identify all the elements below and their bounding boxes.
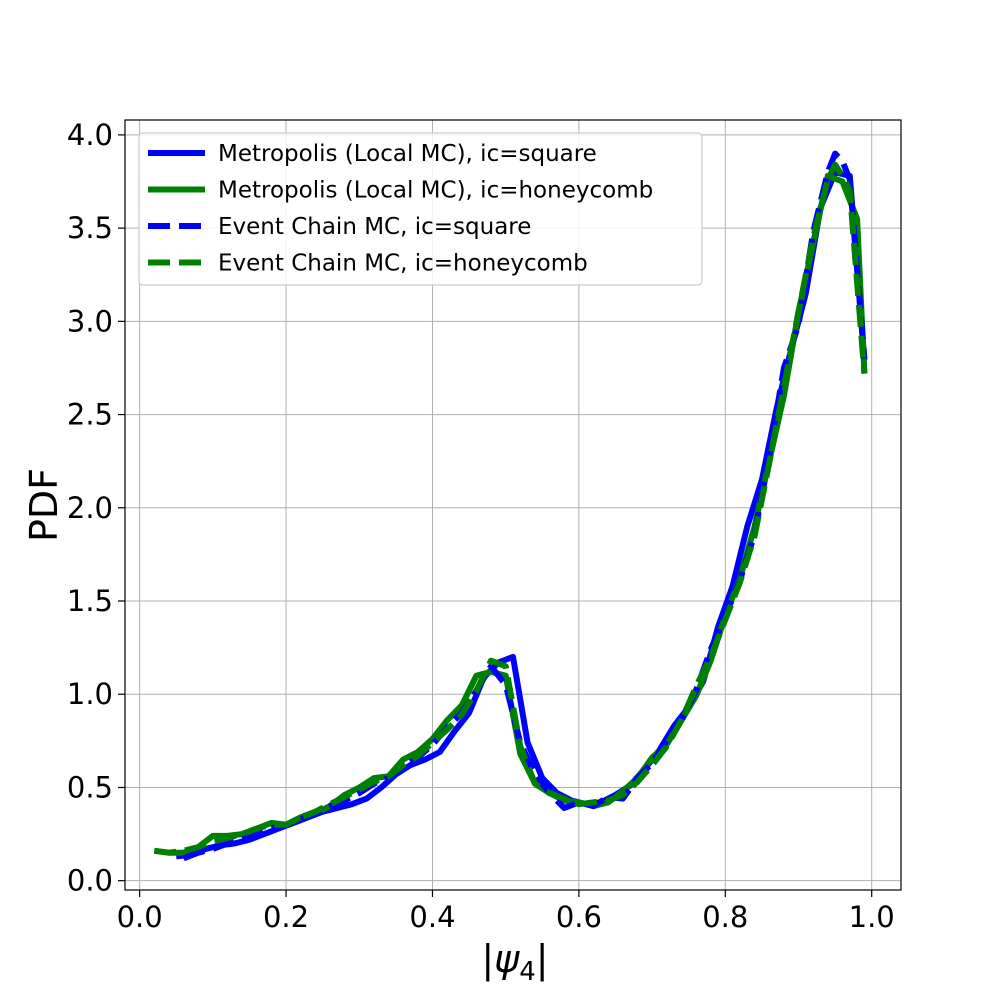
y-tick-label: 4.0 bbox=[67, 118, 113, 152]
plot-frame bbox=[124, 119, 902, 891]
x-axis-title: |ψ4| bbox=[481, 937, 548, 987]
y-tick-label: 1.0 bbox=[67, 677, 113, 711]
legend-label-3: Event Chain MC, ic=square bbox=[218, 214, 531, 240]
grid-lines bbox=[125, 120, 901, 890]
x-tick-label: 0.8 bbox=[702, 900, 748, 934]
y-tick-label: 0.5 bbox=[67, 770, 113, 804]
series-line-4 bbox=[153, 161, 868, 856]
x-axis-title-close: | bbox=[536, 937, 549, 982]
x-tick-label: 0.2 bbox=[263, 900, 309, 934]
y-axis-title: PDF bbox=[22, 468, 66, 542]
y-tick-label: 3.0 bbox=[67, 304, 113, 338]
y-tick-label: 3.5 bbox=[67, 211, 113, 245]
y-tick-label: 2.0 bbox=[67, 491, 113, 525]
x-tick-label: 0.6 bbox=[556, 900, 602, 934]
legend-label-2: Metropolis (Local MC), ic=honeycomb bbox=[218, 178, 653, 204]
y-tick-label: 1.5 bbox=[67, 584, 113, 618]
x-axis-title-main: |ψ bbox=[481, 937, 520, 982]
x-tick-label: 0.0 bbox=[117, 900, 163, 934]
x-tick-label: 1.0 bbox=[849, 900, 895, 934]
y-tick-label: 0.0 bbox=[67, 864, 113, 898]
x-axis-title-subscript: 4 bbox=[519, 957, 536, 987]
legend-label-1: Metropolis (Local MC), ic=square bbox=[218, 141, 597, 167]
axis-ticks: 0.0 0.2 0.4 0.6 0.8 1.0 0.0 0.5 1.0 1.5 2.0 2.5 3.0 3… bbox=[67, 118, 895, 934]
legend-label-4: Event Chain MC, ic=honeycomb bbox=[218, 251, 588, 277]
legend-box bbox=[138, 132, 703, 286]
x-tick-label: 0.4 bbox=[409, 900, 455, 934]
y-tick-label: 2.5 bbox=[67, 398, 113, 432]
legend: Metropolis (Local MC), ic=square Metropol… bbox=[138, 132, 703, 286]
series-layer bbox=[153, 150, 868, 862]
